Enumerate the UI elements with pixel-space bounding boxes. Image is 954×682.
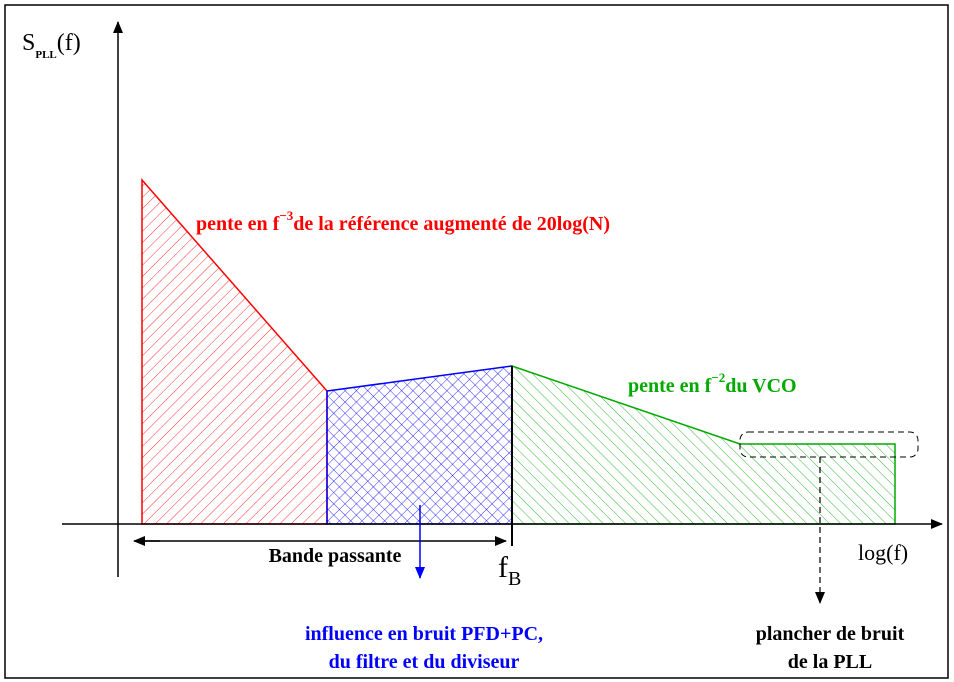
influence-note: influence en bruit PFD+PC, (305, 623, 543, 645)
floor-note: plancher de bruit (756, 623, 905, 645)
y-label: SPLL(f) (22, 30, 81, 61)
loop-region (326, 365, 513, 525)
bandwidth-label: Bande passante (269, 545, 402, 567)
frame (4, 4, 949, 679)
influence-note: du filtre et du diviseur (329, 651, 520, 673)
reference-note: pente en f−3de la référence augmenté de … (196, 208, 610, 235)
floor-note: de la PLL (788, 651, 872, 673)
vco-note: pente en f−2du VCO (628, 370, 797, 397)
x-label: log(f) (858, 540, 908, 565)
floor-box (739, 431, 919, 458)
fb-label: fB (498, 551, 521, 590)
